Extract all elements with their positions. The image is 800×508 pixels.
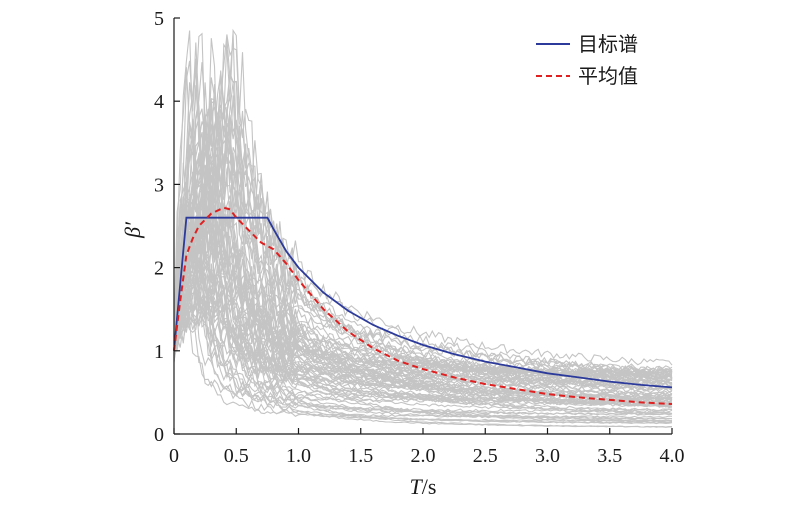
x-tick-label: 0.5 (224, 445, 249, 467)
x-tick-label: 3.0 (535, 445, 560, 467)
x-tick-label: 4.0 (660, 445, 685, 467)
x-axis-label: T/s (410, 474, 437, 499)
record-curve (173, 135, 673, 397)
ticks: 0 0.5 1.0 1.5 2.0 2.5 3.0 3.5 4.0 0 1 2 3 4 5 (154, 8, 685, 467)
record-curve (173, 190, 673, 415)
record-curve (173, 95, 673, 381)
y-axis-label: β′ (120, 221, 145, 239)
x-tick-label: 2.5 (473, 445, 498, 467)
record-curve (173, 70, 673, 373)
record-curve (173, 113, 673, 412)
record-curve (173, 214, 673, 401)
legend-label: 目标谱 (578, 32, 638, 56)
record-curve (173, 110, 673, 366)
y-tick-label: 5 (154, 8, 164, 30)
y-tick-label: 4 (154, 91, 164, 113)
x-tick-label: 1.5 (348, 445, 373, 467)
record-curve (173, 163, 673, 415)
y-tick-label: 1 (154, 341, 164, 363)
y-tick-label: 3 (154, 174, 164, 196)
record-curve (173, 151, 673, 373)
record-curve (173, 247, 673, 428)
record-curve (173, 206, 673, 416)
record-curve (173, 34, 673, 391)
record-curve (173, 181, 673, 384)
x-tick-label: 1.0 (286, 445, 311, 467)
record-curve (173, 95, 673, 382)
record-curve (173, 130, 673, 424)
record-curve (173, 72, 673, 394)
record-curve (173, 234, 673, 386)
x-tick-label: 3.5 (597, 445, 622, 467)
target-spectrum-line (173, 216, 673, 389)
record-curve (173, 255, 673, 378)
legend-label: 平均值 (578, 64, 638, 88)
background-record-curves (173, 28, 673, 428)
record-curve (173, 210, 673, 422)
y-tick-label: 2 (154, 258, 164, 280)
record-curve (173, 224, 673, 420)
record-curve (173, 145, 673, 405)
y-tick-label: 0 (154, 424, 164, 446)
series-layer (173, 206, 673, 405)
x-tick-label: 2.0 (411, 445, 436, 467)
x-tick-label: 0 (169, 445, 179, 467)
mean-spectrum-line (173, 206, 673, 405)
record-curve (173, 171, 673, 377)
